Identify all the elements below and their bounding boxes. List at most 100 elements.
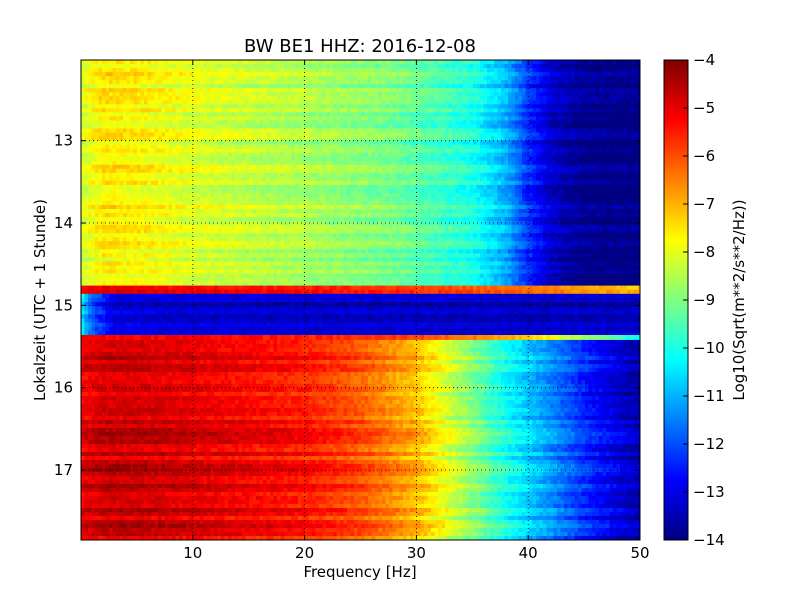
heatmap-cell [242,205,246,210]
heatmap-cell [151,60,155,65]
heatmap-cell [326,84,330,89]
heatmap-cell [315,148,320,154]
heatmap-cell [200,273,204,278]
heatmap-cell [126,112,131,117]
heatmap-cell [350,281,355,286]
heatmap-cell [238,92,243,97]
heatmap-cell [133,60,138,65]
heatmap-cell [361,96,365,101]
heatmap-cell [301,84,306,89]
heatmap-cell [291,196,295,202]
heatmap-cell [375,176,379,182]
heatmap-cell [305,245,309,250]
heatmap-cell [280,249,285,254]
heatmap-cell [95,124,99,129]
heatmap-cell [165,261,169,266]
heatmap-cell [368,108,372,113]
heatmap-cell [175,64,180,69]
heatmap-cell [284,152,288,158]
heatmap-cell [270,253,274,258]
heatmap-cell [119,273,124,278]
heatmap-cell [133,136,138,141]
heatmap-cell [193,229,197,234]
heatmap-cell [235,241,239,246]
heatmap-cell [378,116,383,121]
heatmap-cell [294,156,299,162]
heatmap-cell [322,104,327,109]
heatmap-cell [308,205,313,210]
heatmap-cell [308,184,313,190]
heatmap-cell [231,168,236,174]
heatmap-cell [336,80,341,85]
heatmap-cell [385,273,390,278]
heatmap-cell [329,116,334,121]
heatmap-cell [161,168,166,174]
heatmap-cell [273,124,278,129]
heatmap-cell [319,261,323,266]
heatmap-cell [312,168,316,174]
heatmap-cell [266,176,271,182]
heatmap-cell [263,188,267,194]
heatmap-cell [172,213,176,218]
heatmap-cell [119,156,124,162]
heatmap-cell [98,217,103,222]
heatmap-cell [109,237,113,242]
heatmap-cell [315,72,320,77]
heatmap-cell [291,176,295,182]
heatmap-cell [266,241,271,246]
heatmap-cell [133,269,138,274]
heatmap-cell [280,281,285,286]
heatmap-cell [119,152,124,158]
heatmap-cell [224,96,229,101]
heatmap-cell [95,148,99,154]
heatmap-cell [193,132,197,137]
heatmap-cell [158,120,162,125]
heatmap-cell [158,84,162,89]
heatmap-cell [154,180,159,186]
heatmap-cell [242,96,246,101]
heatmap-cell [382,217,386,222]
heatmap-cell [287,249,292,254]
heatmap-cell [291,253,295,258]
heatmap-cell [119,196,124,202]
heatmap-cell [112,144,117,150]
heatmap-cell [119,245,124,250]
heatmap-cell [273,96,278,101]
heatmap-cell [287,92,292,97]
heatmap-cell [98,160,103,166]
heatmap-cell [95,237,99,242]
heatmap-cell [217,241,222,246]
heatmap-cell [91,225,96,230]
heatmap-cell [378,229,383,234]
heatmap-cell [347,72,351,77]
heatmap-cell [235,233,239,238]
heatmap-cell [140,188,145,194]
heatmap-cell [81,152,85,158]
heatmap-cell [263,257,267,262]
heatmap-cell [126,64,131,69]
heatmap-cell [242,148,246,154]
heatmap-cell [238,64,243,69]
heatmap-cell [105,269,110,274]
heatmap-cell [350,221,355,226]
heatmap-cell [147,84,152,89]
heatmap-cell [249,92,253,97]
heatmap-cell [210,152,215,158]
heatmap-cell [116,209,120,214]
heatmap-cell [242,213,246,218]
heatmap-cell [347,237,351,242]
heatmap-cell [336,241,341,246]
heatmap-cell [249,152,253,158]
heatmap-cell [333,112,337,117]
heatmap-cell [371,104,376,109]
heatmap-cell [364,241,369,246]
heatmap-cell [354,128,358,133]
heatmap-cell [333,68,337,73]
heatmap-cell [112,172,117,178]
heatmap-cell [357,213,362,218]
heatmap-cell [161,84,166,89]
heatmap-cell [98,156,103,162]
heatmap-cell [343,241,348,246]
heatmap-cell [189,152,194,158]
heatmap-cell [368,229,372,234]
